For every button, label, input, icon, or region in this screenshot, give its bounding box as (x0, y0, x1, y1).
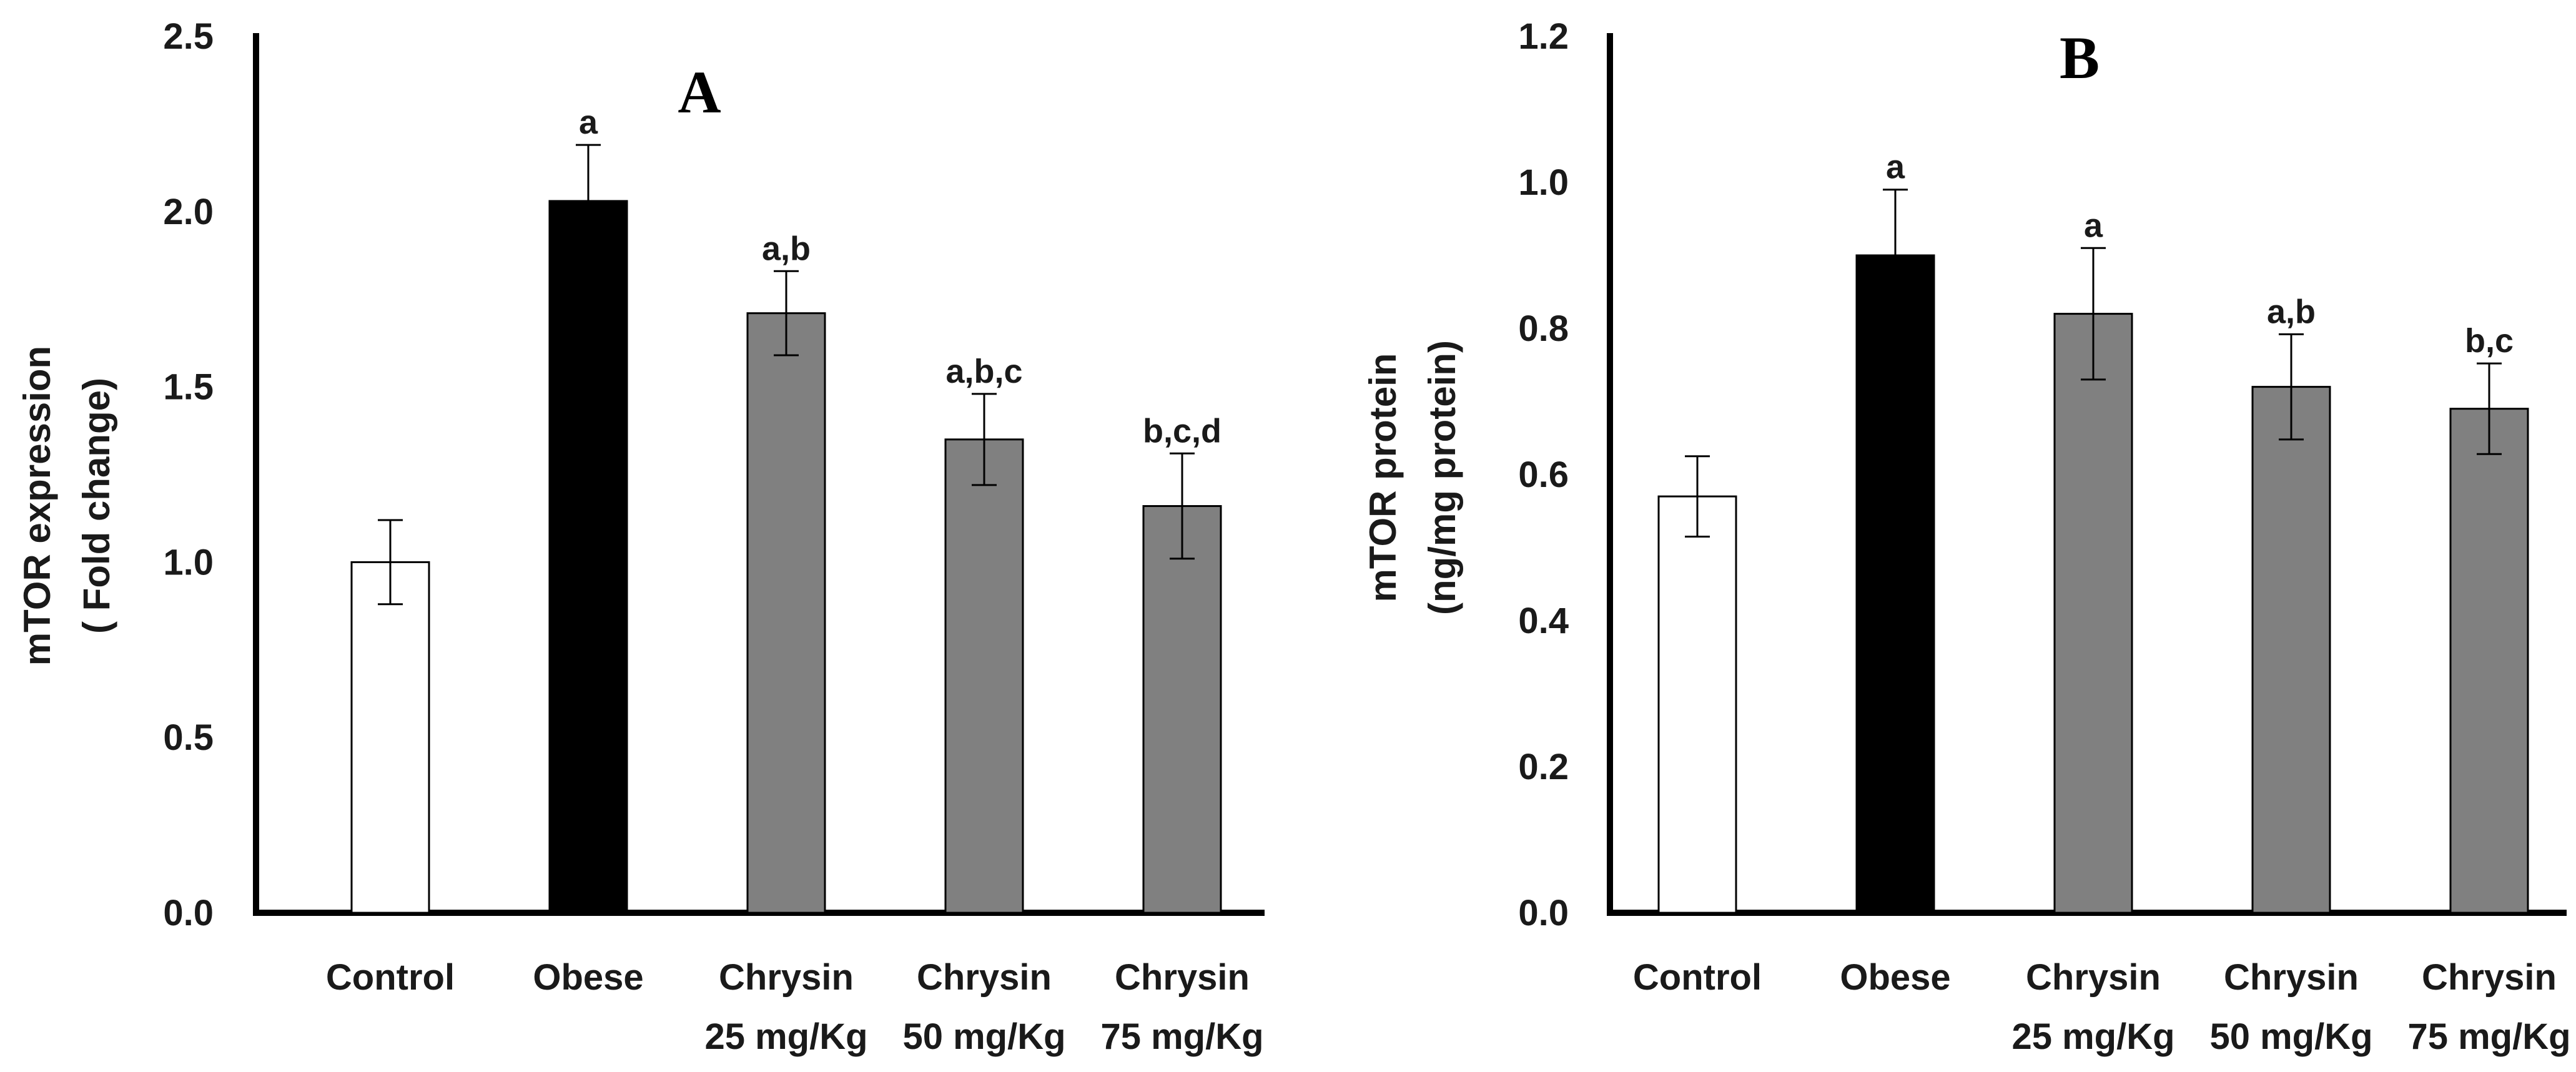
chart-panel-a: 0.0 0.5 1.0 1.5 2.0 2.5 mTOR expression ( Fold … (16, 16, 1265, 1057)
y-axis-label-line2: (ng/mg protein) (1421, 340, 1463, 615)
y-tick-label: 0.4 (1518, 601, 1569, 641)
bar (1855, 254, 1935, 914)
bar (2251, 386, 2331, 914)
y-axis-label-line1: mTOR expression (16, 346, 58, 666)
x-category-label: Control (1633, 957, 1762, 998)
y-tick-label: 1.5 (163, 367, 214, 408)
x-category-label: Chrysin (2224, 957, 2359, 998)
x-category-label: Chrysin (2026, 957, 2161, 998)
bar (1657, 495, 1737, 914)
y-axis-label-line2: ( Fold change) (76, 378, 117, 634)
panel-label: A (678, 59, 721, 125)
significance-label: a (579, 104, 598, 141)
bar (350, 561, 430, 914)
x-category-label: Chrysin (917, 957, 1052, 998)
significance-label: a,b (762, 230, 811, 267)
significance-label: a (1886, 149, 1905, 186)
x-category-label: Obese (533, 957, 643, 998)
y-tick-label: 2.5 (163, 16, 214, 57)
significance-label: b,c (2465, 322, 2514, 360)
significance-label: a,b,c (945, 353, 1022, 390)
y-tick-label: 0.2 (1518, 747, 1569, 787)
y-tick-label: 0.8 (1518, 308, 1569, 349)
significance-label: a (2084, 207, 2103, 244)
significance-label: b,c,d (1143, 412, 1221, 450)
x-category-sublabel: 50 mg/Kg (902, 1016, 1065, 1057)
y-tick-label: 0.5 (163, 717, 214, 758)
x-category-label: Chrysin (719, 957, 854, 998)
bar (548, 200, 628, 914)
bar (2053, 313, 2133, 914)
panel-label: B (2060, 24, 2100, 91)
y-tick-label: 0.6 (1518, 455, 1569, 495)
x-category-label: Obese (1840, 957, 1950, 998)
x-category-sublabel: 25 mg/Kg (704, 1016, 867, 1057)
y-tick-label: 0.0 (163, 893, 214, 933)
bar (746, 312, 826, 914)
y-tick-label: 1.0 (163, 542, 214, 583)
x-category-sublabel: 25 mg/Kg (2011, 1016, 2174, 1057)
y-axis-label-line1: mTOR protein (1362, 353, 1404, 602)
x-category-sublabel: 75 mg/Kg (1100, 1016, 1263, 1057)
bar (1142, 505, 1222, 914)
y-tick-label: 1.2 (1518, 16, 1569, 57)
x-category-sublabel: 50 mg/Kg (2209, 1016, 2372, 1057)
y-tick-label: 1.0 (1518, 162, 1569, 203)
y-tick-label: 0.0 (1518, 893, 1569, 933)
bar (2449, 408, 2529, 914)
x-category-label: Control (326, 957, 455, 998)
chart-panel-b: 0.0 0.2 0.4 0.6 0.8 1.0 1.2 mTOR protein (ng/mg … (1362, 16, 2571, 1057)
y-tick-label: 2.0 (163, 192, 214, 232)
x-category-label: Chrysin (1115, 957, 1250, 998)
x-category-sublabel: 75 mg/Kg (2407, 1016, 2570, 1057)
x-category-label: Chrysin (2422, 957, 2557, 998)
bar (944, 438, 1024, 914)
significance-label: a,b (2267, 293, 2316, 330)
